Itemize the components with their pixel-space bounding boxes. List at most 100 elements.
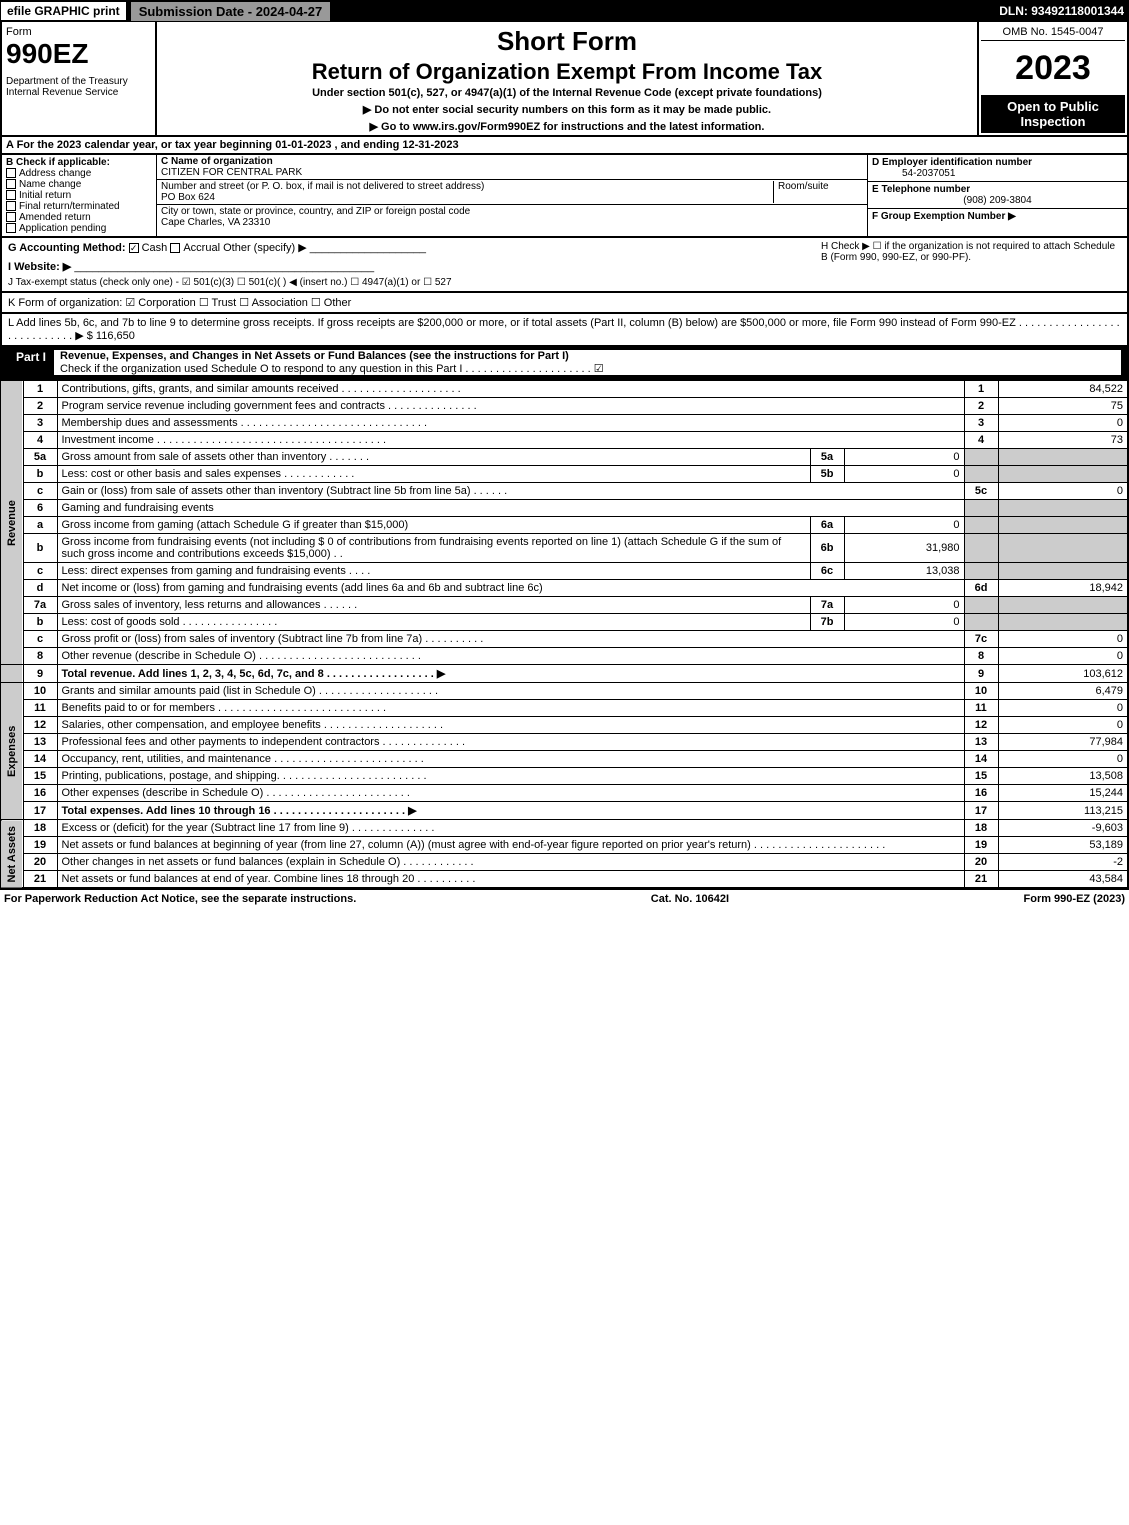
ln5b-lbl: Less: cost or other basis and sales expe… (57, 466, 810, 483)
efile-label[interactable]: efile GRAPHIC print (1, 2, 126, 20)
footer-right: Form 990-EZ (2023) (1024, 893, 1125, 905)
ln9-lbl: Total revenue. Add lines 1, 2, 3, 4, 5c,… (62, 668, 446, 680)
part1-lbl: Part I (8, 350, 54, 375)
ln6b-sh2 (998, 534, 1128, 563)
ln7a-n: 7a (23, 597, 57, 614)
ln6b-sh (964, 534, 998, 563)
open-public: Open to Public Inspection (981, 95, 1125, 133)
ln11-n: 11 (23, 700, 57, 717)
form-label: Form (6, 26, 151, 38)
ln11-lbl: Benefits paid to or for members . . . . … (57, 700, 964, 717)
ln6a-sn: 6a (810, 517, 844, 534)
ln15-n: 15 (23, 768, 57, 785)
ln11-r: 11 (964, 700, 998, 717)
chk-cash[interactable]: ✓ (129, 243, 139, 253)
footer-left: For Paperwork Reduction Act Notice, see … (4, 893, 356, 905)
ln6c-sv: 13,038 (844, 563, 964, 580)
ln9-v: 103,612 (998, 665, 1128, 683)
ln7a-sh (964, 597, 998, 614)
ln18-lbl: Excess or (deficit) for the year (Subtra… (57, 820, 964, 837)
chk-pending[interactable] (6, 223, 16, 233)
ln6c-sn: 6c (810, 563, 844, 580)
ln14-n: 14 (23, 751, 57, 768)
ln11-v: 0 (998, 700, 1128, 717)
chk-final[interactable] (6, 201, 16, 211)
ln2-r: 2 (964, 398, 998, 415)
ln6a-sh (964, 517, 998, 534)
b-address: Address change (19, 168, 91, 179)
ln7c-lbl: Gross profit or (loss) from sales of inv… (57, 631, 964, 648)
form-header: Form 990EZ Department of the Treasury In… (0, 22, 1129, 137)
part1-sub: Check if the organization used Schedule … (60, 363, 604, 375)
phone: (908) 209-3804 (872, 195, 1123, 206)
h-line: H Check ▶ ☐ if the organization is not r… (821, 241, 1121, 288)
ln7b-sv: 0 (844, 614, 964, 631)
part1-table: Revenue 1Contributions, gifts, grants, a… (0, 380, 1129, 889)
ln1-lbl: Contributions, gifts, grants, and simila… (57, 381, 964, 398)
ln4-n: 4 (23, 432, 57, 449)
chk-initial[interactable] (6, 190, 16, 200)
ln20-lbl: Other changes in net assets or fund bala… (57, 854, 964, 871)
ln8-v: 0 (998, 648, 1128, 665)
ln4-r: 4 (964, 432, 998, 449)
ln6c-lbl: Less: direct expenses from gaming and fu… (57, 563, 810, 580)
b-amended: Amended return (19, 212, 91, 223)
ln6c-sh (964, 563, 998, 580)
ln16-r: 16 (964, 785, 998, 802)
ln14-lbl: Occupancy, rent, utilities, and maintena… (57, 751, 964, 768)
ln6-sh (964, 500, 998, 517)
ln4-v: 73 (998, 432, 1128, 449)
ln5c-v: 0 (998, 483, 1128, 500)
omb-number: OMB No. 1545-0047 (981, 24, 1125, 41)
ln6a-sh2 (998, 517, 1128, 534)
ln6c-sh2 (998, 563, 1128, 580)
instr-link[interactable]: ▶ Go to www.irs.gov/Form990EZ for instru… (163, 120, 971, 133)
ln13-lbl: Professional fees and other payments to … (57, 734, 964, 751)
netassets-label: Net Assets (1, 820, 23, 889)
ln10-r: 10 (964, 683, 998, 700)
ln3-r: 3 (964, 415, 998, 432)
g-cash: Cash (142, 242, 168, 254)
org-street: PO Box 624 (161, 192, 773, 203)
chk-accrual[interactable] (170, 243, 180, 253)
ln4-lbl: Investment income . . . . . . . . . . . … (57, 432, 964, 449)
dept-label: Department of the Treasury Internal Reve… (6, 76, 151, 98)
ln7a-sn: 7a (810, 597, 844, 614)
ln21-r: 21 (964, 871, 998, 889)
ln12-n: 12 (23, 717, 57, 734)
ln6d-lbl: Net income or (loss) from gaming and fun… (57, 580, 964, 597)
ln8-lbl: Other revenue (describe in Schedule O) .… (57, 648, 964, 665)
ln2-lbl: Program service revenue including govern… (57, 398, 964, 415)
form-number: 990EZ (6, 38, 151, 70)
ln5a-n: 5a (23, 449, 57, 466)
ln7c-v: 0 (998, 631, 1128, 648)
subtitle: Under section 501(c), 527, or 4947(a)(1)… (163, 87, 971, 99)
ln13-n: 13 (23, 734, 57, 751)
ln5b-sv: 0 (844, 466, 964, 483)
ln5a-sh (964, 449, 998, 466)
ein: 54-2037051 (872, 168, 1123, 179)
b-initial: Initial return (19, 190, 71, 201)
rev-spacer (1, 665, 23, 683)
ln6b-n: b (23, 534, 57, 563)
ln12-lbl: Salaries, other compensation, and employ… (57, 717, 964, 734)
ln7b-sh (964, 614, 998, 631)
ln16-n: 16 (23, 785, 57, 802)
ln10-n: 10 (23, 683, 57, 700)
ln6d-n: d (23, 580, 57, 597)
ln8-n: 8 (23, 648, 57, 665)
top-bar: efile GRAPHIC print Submission Date - 20… (0, 0, 1129, 22)
org-name: CITIZEN FOR CENTRAL PARK (161, 167, 863, 178)
chk-amended[interactable] (6, 212, 16, 222)
chk-name[interactable] (6, 179, 16, 189)
ln6-n: 6 (23, 500, 57, 517)
ln21-v: 43,584 (998, 871, 1128, 889)
chk-address[interactable] (6, 168, 16, 178)
d-lbl: D Employer identification number (872, 157, 1123, 168)
ln21-n: 21 (23, 871, 57, 889)
ln6a-n: a (23, 517, 57, 534)
ln16-lbl: Other expenses (describe in Schedule O) … (57, 785, 964, 802)
revenue-label: Revenue (1, 381, 23, 665)
ln3-lbl: Membership dues and assessments . . . . … (57, 415, 964, 432)
page-footer: For Paperwork Reduction Act Notice, see … (0, 889, 1129, 908)
